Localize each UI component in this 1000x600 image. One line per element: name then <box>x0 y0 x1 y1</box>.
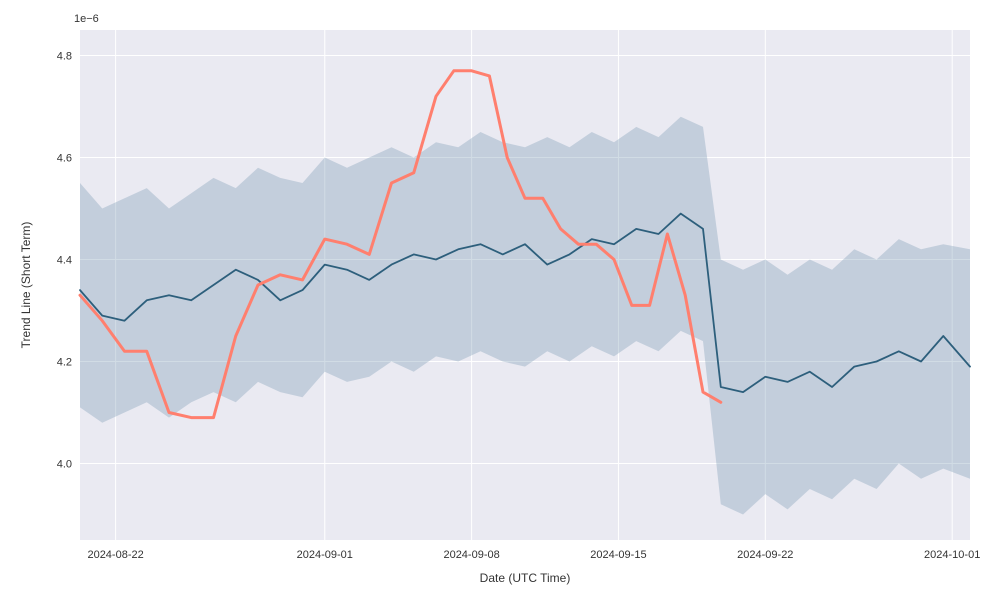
x-tick-label: 2024-09-01 <box>297 549 353 561</box>
trend-chart: 4.0 4.2 4.4 4.6 4.8 2024-08-22 2024-09-01 2024-… <box>0 0 1000 600</box>
y-tick-label: 4.8 <box>57 51 72 63</box>
y-axis-label: Trend Line (Short Term) <box>19 222 33 349</box>
x-tick-label: 2024-09-15 <box>590 549 646 561</box>
x-tick-label: 2024-09-22 <box>737 549 793 561</box>
x-tick-label: 2024-09-08 <box>443 549 499 561</box>
y-tick-label: 4.6 <box>57 153 72 165</box>
x-axis-label: Date (UTC Time) <box>480 571 571 585</box>
y-scale-note: 1e−6 <box>74 13 99 25</box>
y-tick-label: 4.4 <box>57 255 72 267</box>
chart-container: 4.0 4.2 4.4 4.6 4.8 2024-08-22 2024-09-01 2024-… <box>0 0 1000 600</box>
y-tick-label: 4.0 <box>57 459 72 471</box>
x-tick-label: 2024-10-01 <box>924 549 980 561</box>
y-tick-label: 4.2 <box>57 357 72 369</box>
x-tick-label: 2024-08-22 <box>87 549 143 561</box>
